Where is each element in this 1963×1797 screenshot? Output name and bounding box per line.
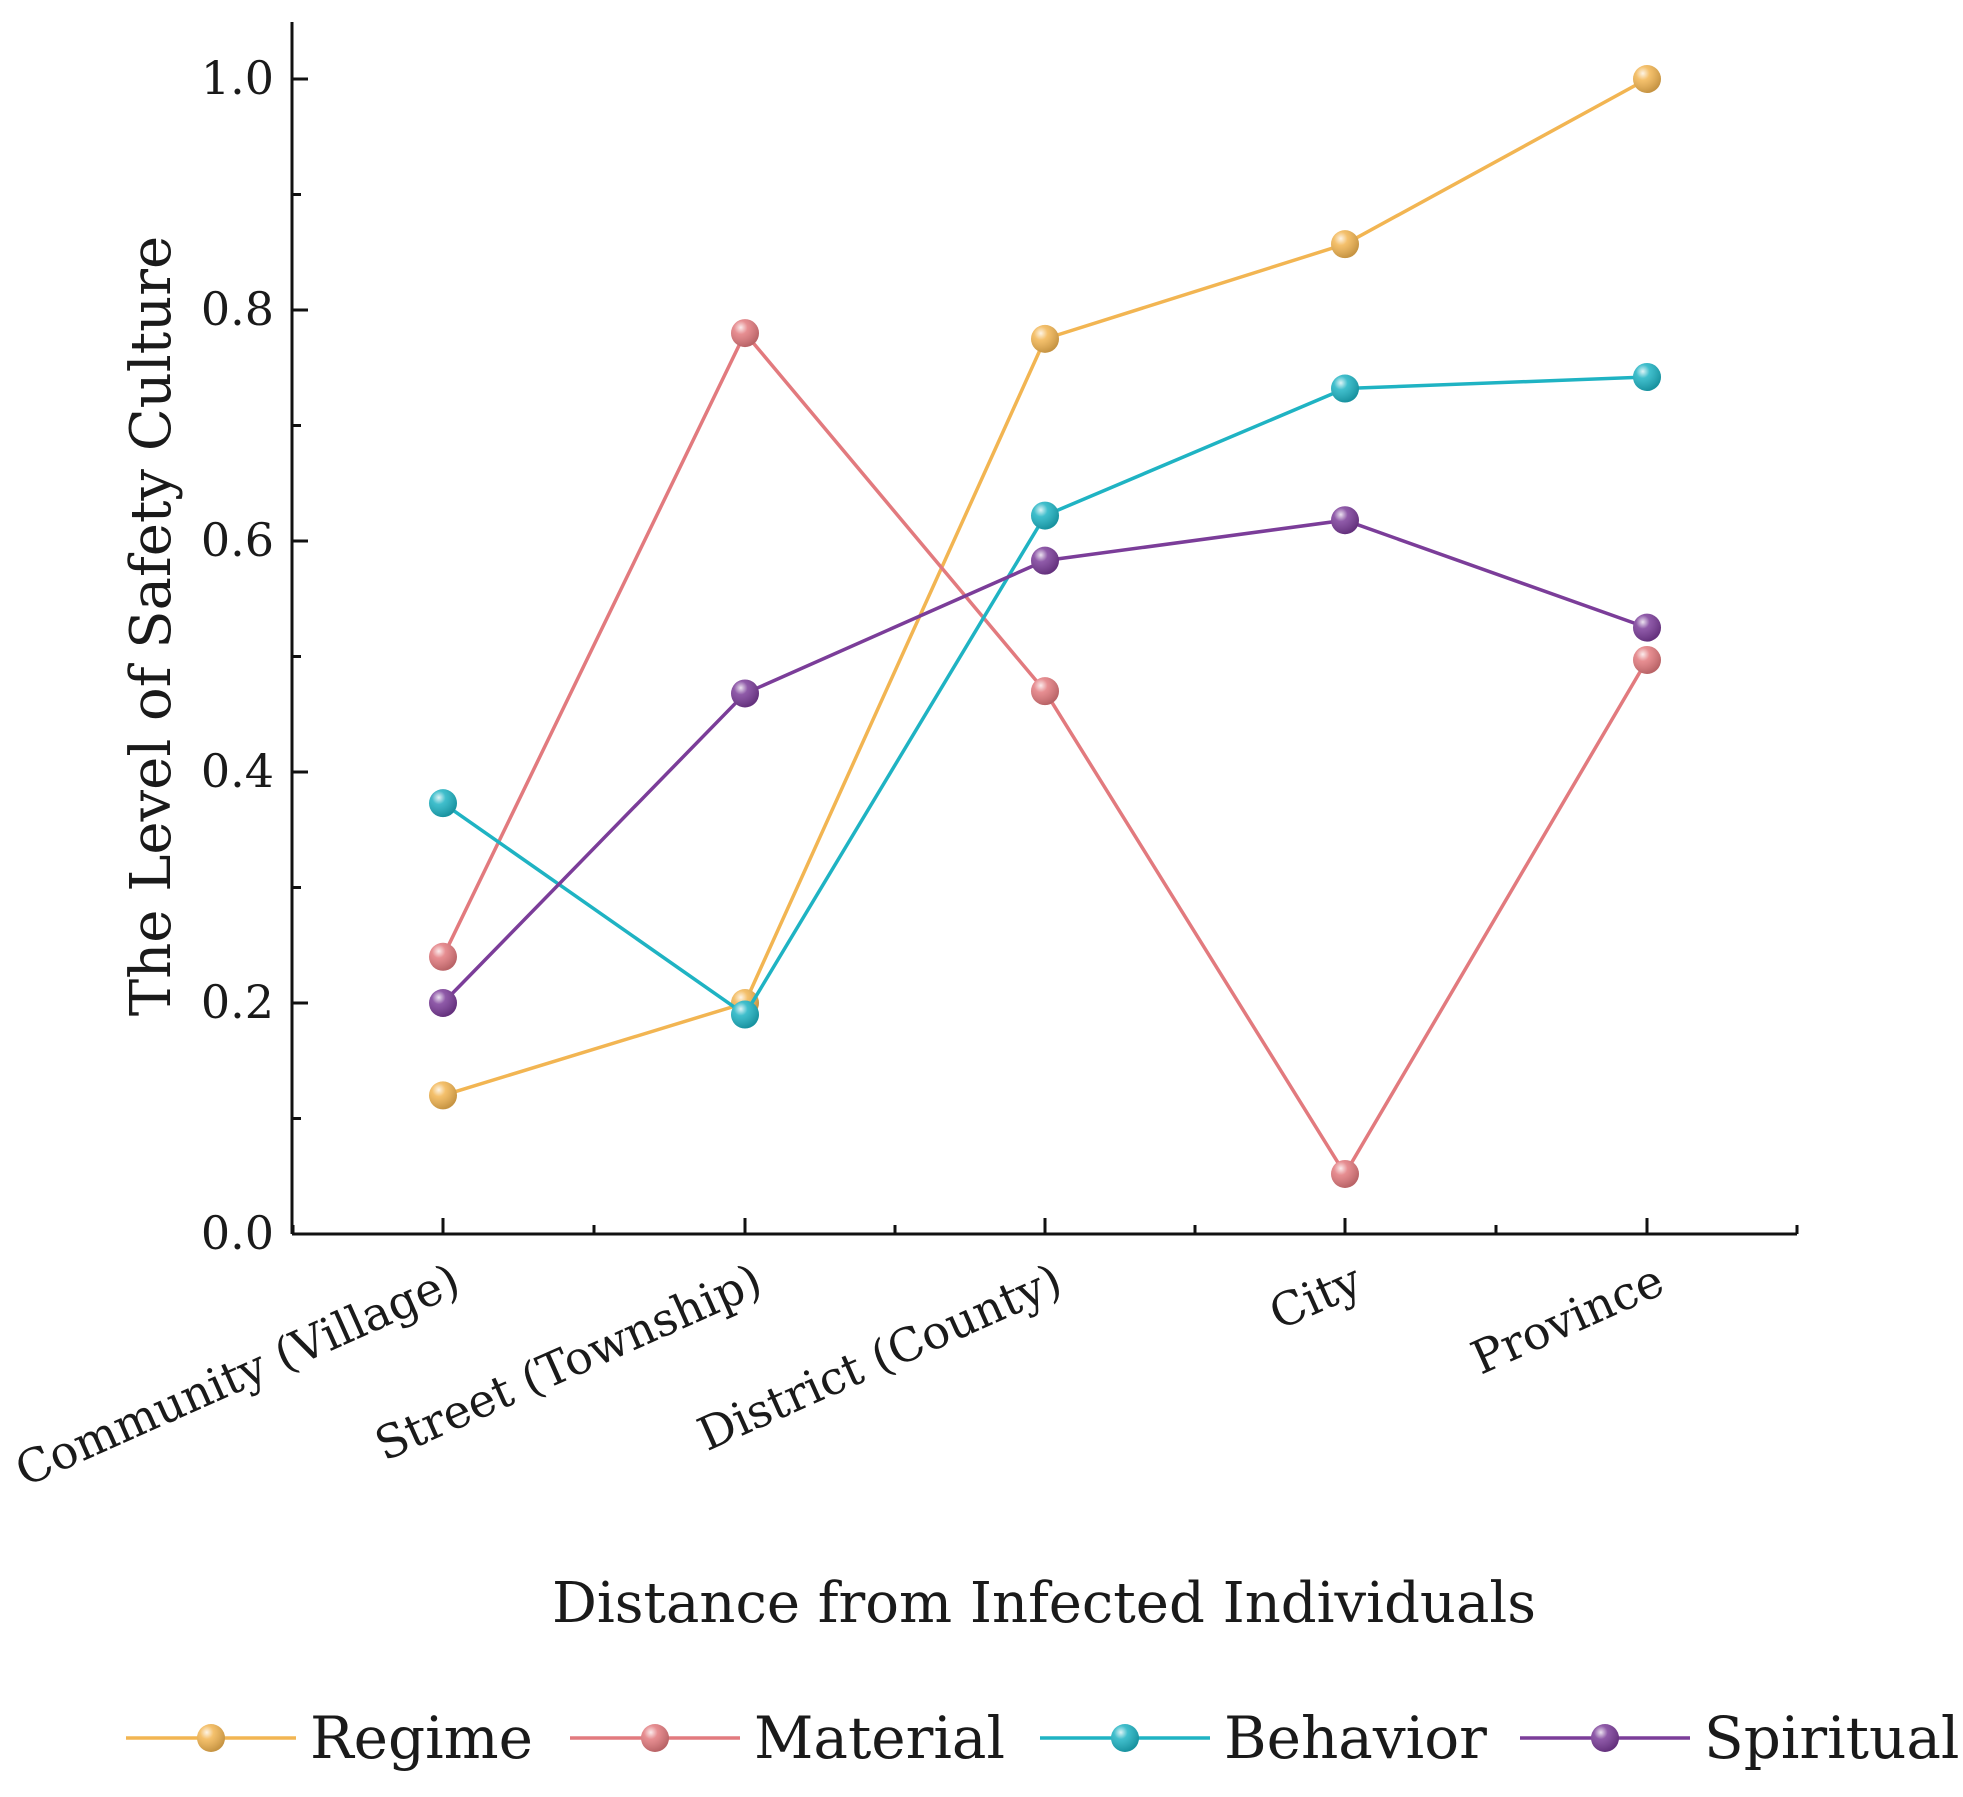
series-line-material bbox=[441, 329, 1649, 1178]
x-tick-label: City bbox=[1261, 1253, 1369, 1341]
legend-item-material: Material bbox=[570, 1704, 1005, 1772]
y-tick-label: 0.4 bbox=[201, 744, 274, 798]
axis-labels: The Level of Safety Culture Distance fro… bbox=[119, 236, 1536, 1636]
legend-label: Regime bbox=[310, 1704, 533, 1772]
data-point bbox=[731, 319, 759, 348]
y-tick-label: 0.6 bbox=[201, 513, 274, 567]
data-point bbox=[429, 1081, 457, 1110]
data-point bbox=[1331, 374, 1359, 403]
data-point bbox=[429, 789, 457, 818]
legend-label: Behavior bbox=[1224, 1704, 1487, 1772]
data-point bbox=[1633, 645, 1661, 674]
legend-item-regime: Regime bbox=[126, 1704, 533, 1772]
data-point bbox=[429, 989, 457, 1017]
data-point bbox=[1031, 324, 1059, 353]
y-tick-label: 0.0 bbox=[201, 1206, 274, 1260]
data-point bbox=[1633, 362, 1661, 391]
data-point bbox=[1031, 501, 1059, 530]
series-behavior bbox=[429, 362, 1661, 1029]
legend-item-spiritual: Spiritual bbox=[1520, 1704, 1959, 1772]
legend-item-behavior: Behavior bbox=[1040, 1704, 1487, 1772]
legend: Regime Material Behavior Spiritual bbox=[126, 1704, 1959, 1772]
data-point bbox=[1331, 506, 1359, 535]
series-group bbox=[429, 65, 1661, 1188]
data-point bbox=[1331, 1159, 1359, 1188]
y-tick-label: 0.2 bbox=[201, 975, 274, 1029]
legend-label: Material bbox=[754, 1704, 1005, 1772]
y-tick-label: 0.8 bbox=[201, 282, 274, 336]
y-tick-label: 1.0 bbox=[201, 51, 274, 105]
data-point bbox=[429, 942, 457, 971]
data-point bbox=[1633, 613, 1661, 642]
legend-label: Spiritual bbox=[1704, 1704, 1959, 1772]
data-point bbox=[731, 1000, 759, 1029]
data-point bbox=[1633, 65, 1661, 93]
x-tick-label: Province bbox=[1463, 1253, 1671, 1385]
y-axis-title: The Level of Safety Culture bbox=[119, 236, 184, 1016]
data-point bbox=[1331, 230, 1359, 259]
data-point bbox=[1031, 546, 1059, 575]
data-point bbox=[1031, 677, 1059, 706]
data-point bbox=[731, 679, 759, 708]
series-material bbox=[429, 319, 1661, 1188]
x-axis-title: Distance from Infected Individuals bbox=[552, 1571, 1536, 1636]
series-spiritual bbox=[429, 506, 1661, 1017]
